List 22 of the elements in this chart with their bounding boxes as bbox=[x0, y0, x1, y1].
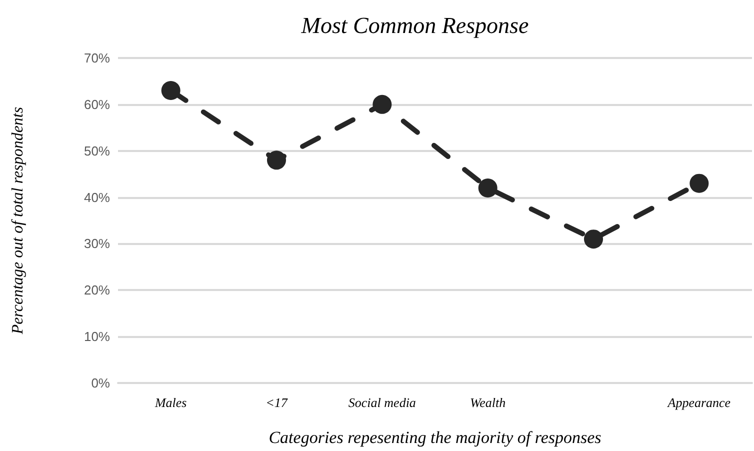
point bbox=[690, 174, 709, 193]
y-tick-label: 20% bbox=[84, 282, 110, 298]
y-tick-label: 0% bbox=[91, 376, 110, 390]
y-tick-label: 10% bbox=[84, 329, 110, 344]
chart-title: Most Common Response bbox=[300, 13, 529, 38]
y-tick-label: 50% bbox=[84, 143, 110, 158]
point bbox=[267, 150, 286, 170]
x-tick-label: Social media bbox=[348, 395, 416, 410]
point bbox=[372, 94, 392, 114]
y-tick-label: 70% bbox=[84, 50, 110, 66]
x-axis-title: Categories repesenting the majority of responses bbox=[268, 428, 602, 447]
x-tick-label: Appearance bbox=[666, 395, 731, 410]
y-axis-title: Percentage out of total respondents bbox=[10, 106, 26, 336]
point bbox=[584, 230, 603, 249]
point bbox=[478, 178, 498, 198]
x-tick-label: Males bbox=[154, 395, 187, 410]
x-tick-label: Wealth bbox=[470, 395, 506, 410]
y-tick-label: 60% bbox=[84, 96, 110, 112]
y-tick-label: 30% bbox=[84, 236, 110, 252]
x-tick-label: <17 bbox=[266, 395, 288, 410]
point bbox=[161, 81, 180, 100]
y-tick-label: 40% bbox=[84, 190, 110, 205]
